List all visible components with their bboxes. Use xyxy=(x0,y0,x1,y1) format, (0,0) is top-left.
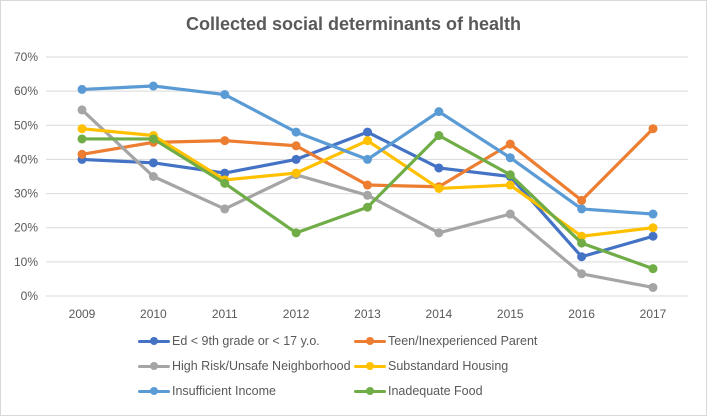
legend-label: High Risk/Unsafe Neighborhood xyxy=(172,359,351,373)
data-point xyxy=(505,170,515,180)
legend-swatch-icon xyxy=(354,386,386,396)
x-tick-label: 2010 xyxy=(140,307,167,321)
data-point xyxy=(77,124,87,134)
data-point xyxy=(291,228,301,238)
y-tick-label: 0% xyxy=(21,289,39,303)
x-tick-label: 2015 xyxy=(497,307,524,321)
legend-swatch-icon xyxy=(138,336,170,346)
data-point xyxy=(577,269,587,279)
data-point xyxy=(434,107,444,117)
x-tick-label: 2017 xyxy=(640,307,667,321)
data-point xyxy=(220,178,230,188)
data-point xyxy=(577,204,587,214)
data-point xyxy=(648,124,658,134)
data-point xyxy=(505,139,515,149)
data-point xyxy=(220,204,230,214)
data-point xyxy=(648,209,658,219)
legend-label: Substandard Housing xyxy=(388,359,509,373)
data-point xyxy=(291,141,301,151)
y-tick-label: 70% xyxy=(14,50,38,64)
data-point xyxy=(220,136,230,146)
legend-item: Ed < 9th grade or < 17 y.o. xyxy=(138,334,320,348)
legend-swatch-icon xyxy=(138,386,170,396)
data-point xyxy=(291,154,301,164)
legend-label: Teen/Inexperienced Parent xyxy=(388,334,538,348)
data-point xyxy=(363,180,372,190)
y-tick-label: 50% xyxy=(14,118,38,132)
data-point xyxy=(148,172,158,181)
data-point xyxy=(77,134,87,144)
data-point xyxy=(220,90,230,100)
data-point xyxy=(648,282,658,292)
data-point xyxy=(434,228,444,238)
data-point xyxy=(434,183,444,193)
gridlines xyxy=(46,56,688,297)
y-tick-label: 20% xyxy=(14,221,38,235)
series-5 xyxy=(77,131,658,274)
data-point xyxy=(505,153,515,163)
legend-item: Insufficient Income xyxy=(138,384,276,398)
x-tick-label: 2013 xyxy=(354,307,381,321)
line-chart: 0% 10% 20% 30% 40% 50% 60% 70% 2009 2010 2011 2012… xyxy=(14,50,688,321)
series-2 xyxy=(77,105,658,292)
data-point xyxy=(434,131,444,141)
legend-label: Ed < 9th grade or < 17 y.o. xyxy=(172,334,320,348)
x-tick-label: 2016 xyxy=(568,307,595,321)
data-point xyxy=(291,127,301,137)
legend-swatch-icon xyxy=(138,361,170,371)
data-point xyxy=(648,264,658,274)
data-point xyxy=(363,154,372,164)
data-point xyxy=(148,134,158,144)
series-4 xyxy=(77,81,658,219)
y-tick-label: 30% xyxy=(14,187,38,201)
x-tick-label: 2011 xyxy=(212,307,238,321)
data-point xyxy=(77,84,87,94)
x-tick-label: 2014 xyxy=(426,307,453,321)
data-point xyxy=(363,202,372,212)
data-point xyxy=(505,209,515,219)
series-0 xyxy=(77,127,658,262)
legend-item: Teen/Inexperienced Parent xyxy=(354,334,537,348)
chart-title: Collected social determinants of health xyxy=(185,14,522,34)
legend-label: Inadequate Food xyxy=(388,384,483,398)
legend-item: Substandard Housing xyxy=(354,359,508,373)
data-point xyxy=(291,168,301,178)
y-axis-ticks: 0% 10% 20% 30% 40% 50% 60% 70% xyxy=(14,50,38,303)
data-point xyxy=(577,231,587,241)
data-point xyxy=(577,238,587,248)
x-tick-label: 2009 xyxy=(69,307,96,321)
data-point xyxy=(505,180,515,190)
legend-item: Inadequate Food xyxy=(354,384,483,398)
data-point xyxy=(363,127,372,137)
data-point xyxy=(148,158,158,168)
y-tick-label: 10% xyxy=(14,255,38,269)
data-point xyxy=(363,190,372,200)
data-point xyxy=(648,231,658,241)
legend-swatch-icon xyxy=(354,361,386,371)
data-point xyxy=(363,136,372,146)
data-point xyxy=(77,105,87,115)
data-point xyxy=(77,149,87,159)
y-tick-label: 60% xyxy=(14,84,38,98)
legend-label: Insufficient Income xyxy=(172,384,276,398)
x-tick-label: 2012 xyxy=(283,307,310,321)
data-point xyxy=(577,252,587,262)
y-tick-label: 40% xyxy=(14,152,38,166)
data-point xyxy=(434,163,444,173)
legend-item: High Risk/Unsafe Neighborhood xyxy=(138,359,351,373)
legend-swatch-icon xyxy=(354,336,386,346)
series-lines xyxy=(77,81,658,292)
data-point xyxy=(577,195,587,205)
data-point xyxy=(220,168,230,178)
data-point xyxy=(648,223,658,233)
x-axis-ticks: 2009 2010 2011 2012 2013 2014 2015 2016 2017 xyxy=(69,307,667,321)
data-point xyxy=(148,81,158,91)
